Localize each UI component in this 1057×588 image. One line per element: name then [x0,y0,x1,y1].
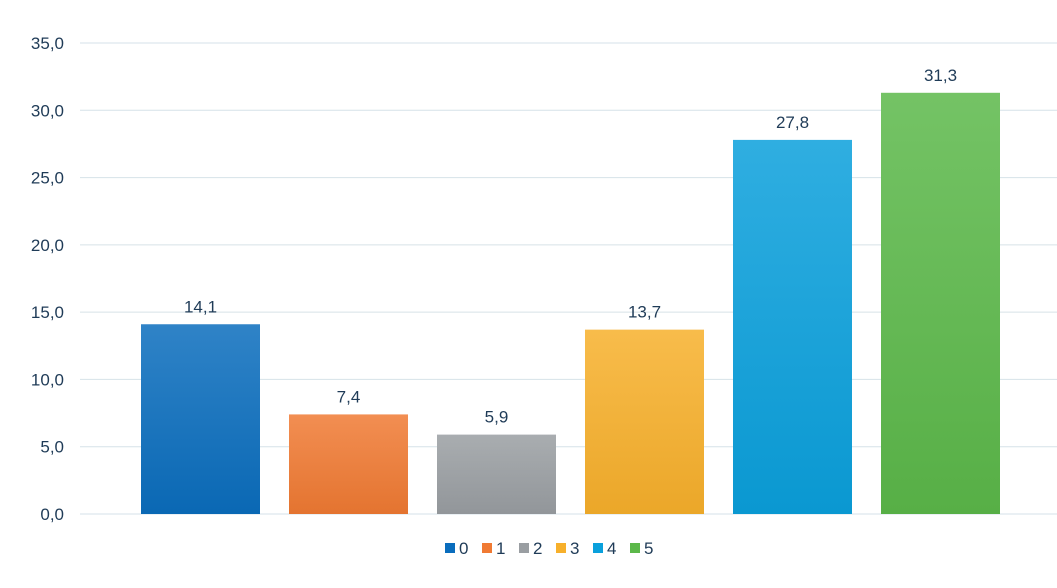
data-labels: 14,1 7,4 5,9 13,7 27,8 31,3 [184,66,957,427]
bar-5 [881,92,1000,514]
data-label-4: 27,8 [776,113,809,132]
data-label-2: 5,9 [485,408,509,427]
y-tick-label: 5,0 [40,438,64,457]
legend-label-3: 3 [570,539,579,558]
legend-label-4: 4 [607,539,616,558]
legend-label-2: 2 [533,539,542,558]
data-label-3: 13,7 [628,303,661,322]
y-tick-label: 30,0 [31,101,64,120]
legend-swatch-1 [482,543,492,553]
data-label-1: 7,4 [337,387,361,406]
data-label-0: 14,1 [184,297,217,316]
legend-swatch-5 [630,543,640,553]
y-tick-label: 10,0 [31,370,64,389]
y-tick-label: 0,0 [40,505,64,524]
legend-swatch-4 [593,543,603,553]
bar-0 [141,324,260,514]
y-tick-label: 20,0 [31,236,64,255]
bars [141,92,1000,515]
y-tick-label: 25,0 [31,169,64,188]
bar-2 [437,434,556,514]
y-tick-label: 35,0 [31,34,64,53]
y-axis: 0,0 5,0 10,0 15,0 20,0 25,0 30,0 35,0 [31,34,64,524]
legend-label-5: 5 [644,539,653,558]
legend-swatch-0 [445,543,455,553]
legend-swatch-2 [519,543,529,553]
legend: 0 1 2 3 4 5 [445,539,653,558]
legend-label-1: 1 [496,539,505,558]
bar-4 [733,139,852,515]
data-label-5: 31,3 [924,66,957,85]
legend-label-0: 0 [459,539,468,558]
bar-1 [289,414,408,514]
bar-3 [585,329,704,514]
legend-swatch-3 [556,543,566,553]
y-tick-label: 15,0 [31,303,64,322]
